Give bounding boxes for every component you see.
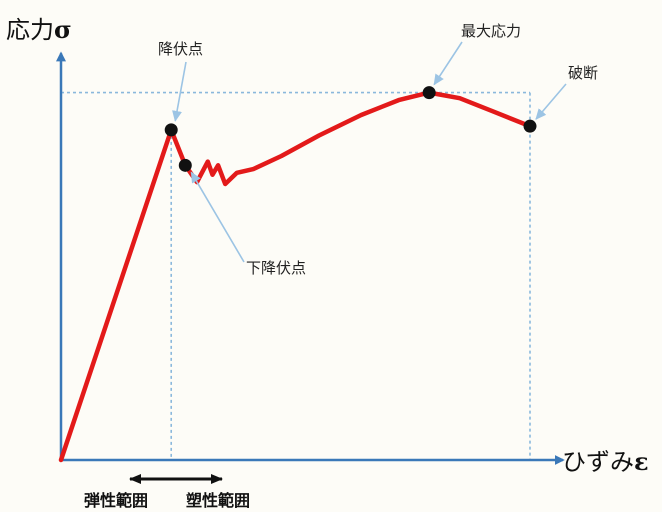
yield-point-label: 降伏点 (158, 40, 203, 58)
lower-yield-point-label: 下降伏点 (246, 259, 306, 277)
max-stress-label: 最大応力 (461, 22, 521, 40)
plastic-range-label: 塑性範囲 (186, 491, 250, 510)
yield-point-pointer-arrow (172, 61, 187, 122)
lower-yield-point-marker (178, 158, 192, 172)
fracture-point-marker (523, 119, 537, 133)
max-stress-marker (422, 86, 436, 100)
fracture-pointer-arrow (535, 83, 567, 120)
yield-point-marker (164, 123, 178, 137)
fracture-label: 破断 (568, 64, 598, 82)
lower-yield-point-pointer-arrow (190, 171, 245, 263)
max-stress-pointer-arrow (433, 41, 463, 86)
elastic-range-label: 弾性範囲 (84, 491, 148, 510)
x-axis-title: ひずみε (562, 447, 649, 476)
y-axis-title: 応力σ (6, 15, 72, 44)
